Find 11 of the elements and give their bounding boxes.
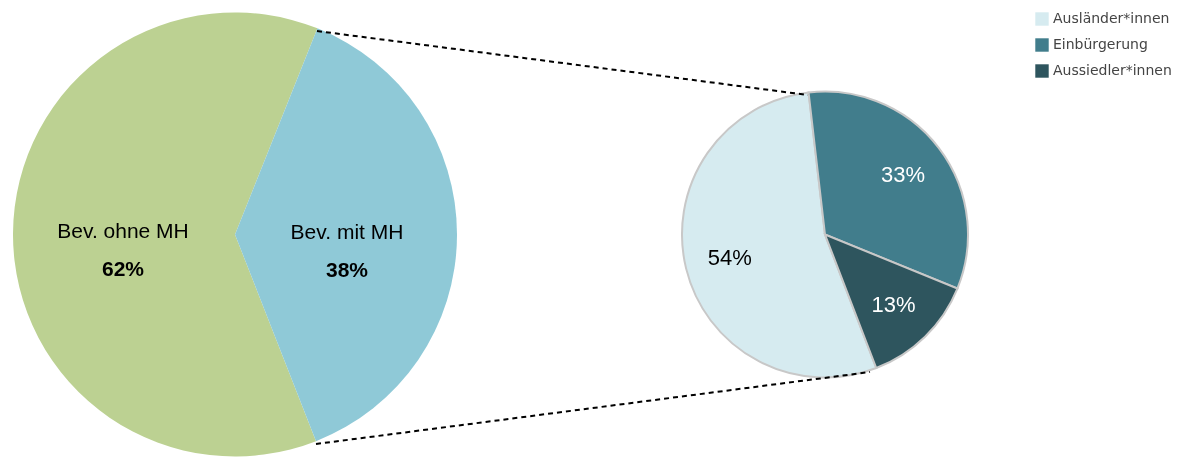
data-label: 54% bbox=[707, 244, 752, 270]
pie-slice bbox=[235, 28, 457, 442]
data-label: 62% bbox=[101, 257, 145, 281]
data-label: 33% bbox=[881, 162, 926, 188]
legend-label: Einbürgerung bbox=[1053, 36, 1148, 52]
legend-label: Ausländer*innen bbox=[1053, 10, 1170, 26]
legend-label: Aussiedler*innen bbox=[1053, 62, 1172, 78]
data-label: 38% bbox=[325, 257, 369, 281]
data-label: 13% bbox=[871, 291, 916, 317]
slice-label: Bev. mit MH bbox=[290, 219, 404, 243]
slice-label: Bev. ohne MH bbox=[57, 219, 189, 243]
